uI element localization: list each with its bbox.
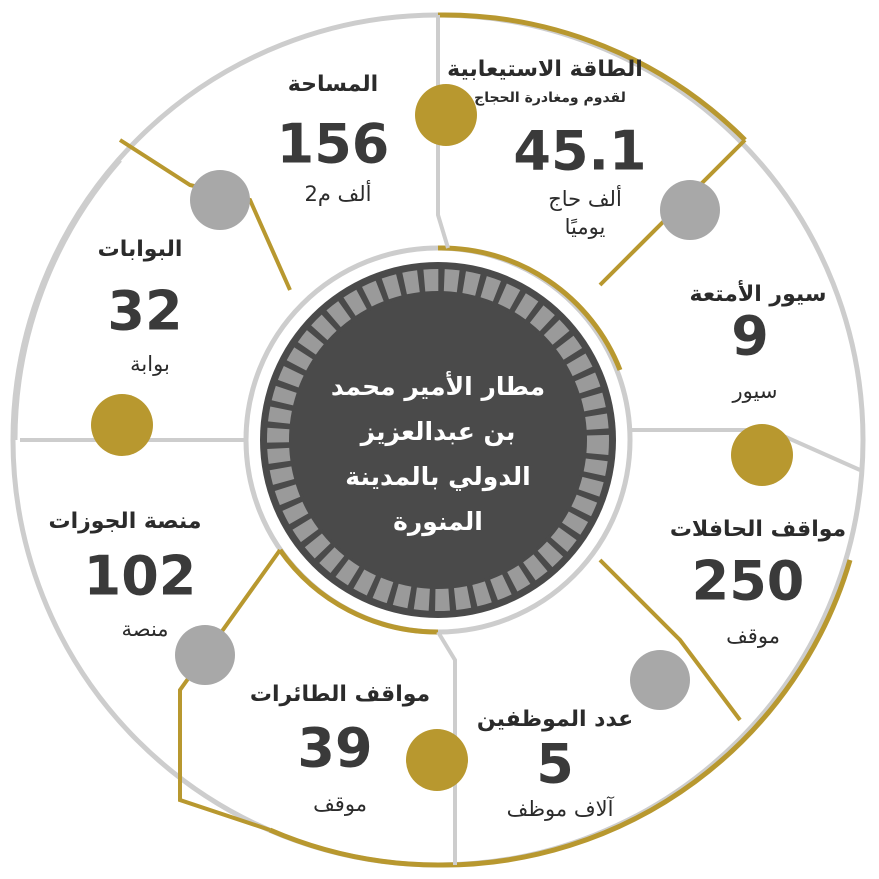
center-title: بن عبدالعزيز [359, 417, 516, 447]
center-inner [292, 294, 584, 586]
segment-number: 39 [297, 717, 372, 780]
center-title: الدولي بالمدينة [345, 462, 530, 492]
segment-unit: موقف [726, 624, 780, 648]
segment-unit: بوابة [130, 352, 170, 376]
icon-plane [406, 729, 468, 791]
icons [91, 84, 793, 791]
gold-arc [269, 827, 439, 868]
segment-title: مواقف الطائرات [250, 682, 430, 707]
divider [436, 630, 457, 865]
segment-unit: سيور [732, 379, 778, 403]
segment-title: الطاقة الاستيعابية [447, 57, 643, 82]
segment-unit: آلاف موظف [507, 796, 615, 821]
segment-title: عدد الموظفين [477, 707, 633, 732]
gold-arc [437, 245, 623, 371]
icon-passport [175, 625, 235, 685]
segment-unit: يوميًا [565, 215, 606, 239]
gold-arc [437, 559, 853, 868]
arc [12, 158, 122, 441]
segment-number: 9 [731, 305, 769, 368]
segment-title: البوابات [98, 237, 183, 262]
segment-unit: ألف حاج [548, 185, 622, 212]
segment-number: 45.1 [513, 120, 646, 183]
segment-unit: ألف م2 [304, 180, 371, 206]
segment-title: مواقف الحافلات [670, 517, 846, 542]
icon-baggage [660, 180, 720, 240]
divider [436, 15, 450, 249]
segment-number: 156 [277, 113, 390, 176]
segment-number: 102 [84, 545, 197, 608]
icon-bus [731, 424, 793, 486]
icon-gate [91, 394, 153, 456]
segment-unit: موقف [313, 792, 367, 816]
segment-number: 250 [692, 550, 805, 613]
divider [178, 548, 282, 832]
segment-title: منصة الجوزات [48, 509, 201, 534]
pattern-ring [267, 269, 609, 611]
segment-number: 5 [536, 733, 574, 796]
segment-number: 32 [107, 280, 182, 343]
segment-title: المساحة [288, 72, 378, 97]
center-title: المنورة [393, 507, 483, 537]
icon-ruler [190, 170, 250, 230]
divider [598, 558, 742, 722]
center-title: مطار الأمير محمد [331, 371, 545, 402]
segment-subtitle: لقدوم ومغادرة الحجاج [474, 90, 626, 106]
segment-unit: منصة [121, 617, 168, 641]
segment-title: سيور الأمتعة [689, 279, 826, 307]
icon-seat [415, 84, 477, 146]
icon-staff [630, 650, 690, 710]
gold-arc [277, 548, 439, 635]
gold-arc [437, 12, 747, 142]
